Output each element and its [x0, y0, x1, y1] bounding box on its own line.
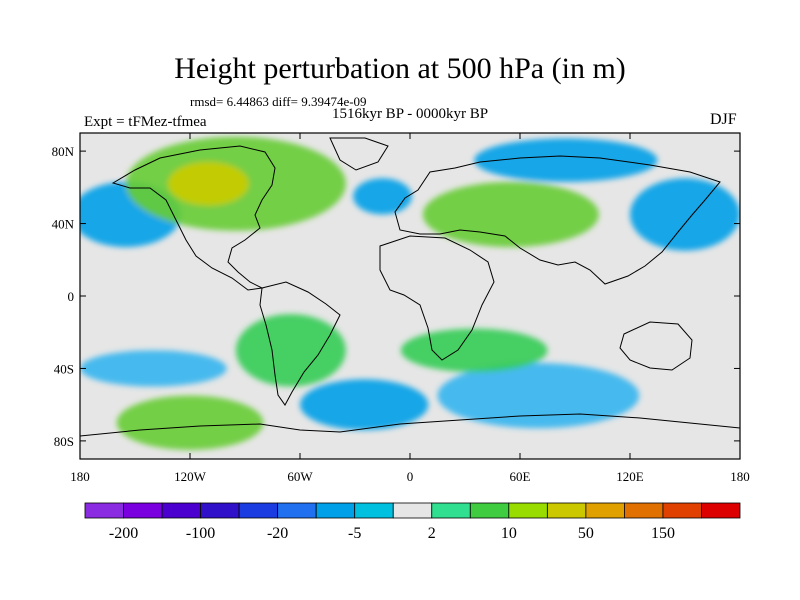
contour-region-west-pacific-low [630, 178, 740, 251]
colorbar-swatch [624, 502, 664, 519]
colorbar-label: 150 [651, 525, 675, 542]
x-tick-label: 0 [407, 469, 414, 484]
coastline-australia [619, 321, 693, 371]
stats-line: rmsd= 6.44863 diff= 9.39474e-09 [190, 94, 367, 109]
contour-region-north-atlantic-low [353, 178, 412, 215]
contour-region-south-indian-high [400, 328, 548, 373]
contour-region-eurasia-high [422, 181, 599, 248]
colorbar-label: -5 [348, 525, 361, 542]
colorbar-swatch [392, 502, 433, 519]
coastline-africa [379, 235, 495, 361]
coastline-eurasia [394, 155, 721, 285]
colorbar-label: -20 [267, 525, 288, 542]
colorbar-swatch [315, 502, 356, 519]
colorbar-swatch [238, 502, 279, 519]
colorbar-label: 50 [578, 525, 594, 542]
colorbar-swatch [161, 502, 201, 519]
axis-ticks: 180 120W 60W 0 60E 120E 180 80N 40N 0 40S 80S [52, 133, 750, 484]
colorbar-swatch [354, 502, 394, 519]
contour-region-southeast-pacific-high [116, 395, 264, 450]
colorbar-swatch [508, 502, 548, 519]
y-tick-label: 40S [54, 361, 74, 376]
x-tick-label: 180 [70, 469, 90, 484]
experiment-label: Expt = tFMez-tfmea [84, 114, 207, 130]
colorbar-label: -200 [109, 525, 138, 542]
colorbar-label: 10 [501, 525, 517, 542]
colorbar-label: -100 [186, 525, 215, 542]
contour-fill-layer [80, 136, 740, 450]
colorbar-label: 2 [428, 525, 436, 542]
coastline-south-america [259, 281, 341, 406]
colorbar-swatch [546, 502, 587, 519]
colorbar-swatch [123, 502, 163, 519]
colorbar-swatch [701, 502, 741, 519]
contour-region-indian-ocean-low [437, 363, 640, 429]
colorbar-swatch [200, 502, 240, 519]
coastlines [80, 137, 740, 437]
y-tick-label: 80N [52, 144, 75, 159]
coastline-greenland [329, 137, 389, 171]
colorbar-swatch [469, 502, 510, 519]
coastline-antarctica [80, 413, 740, 437]
x-tick-label: 60E [510, 469, 531, 484]
x-tick-label: 60W [287, 469, 313, 484]
period-label: 1516kyr BP - 0000kyr BP [331, 106, 489, 122]
colorbar-swatch [585, 502, 625, 519]
x-tick-label: 180 [730, 469, 750, 484]
contour-region-south-pacific-low [80, 350, 227, 387]
season-label: DJF [710, 111, 737, 128]
x-tick-label: 120E [616, 469, 644, 484]
colorbar-swatch [662, 502, 702, 519]
colorbar-swatch [277, 502, 317, 519]
contour-region-south-atlantic-low [300, 379, 429, 431]
colorbar-swatch [84, 502, 124, 519]
y-tick-label: 80S [54, 434, 74, 449]
page-title: Height perturbation at 500 hPa (in m) [174, 52, 626, 85]
contour-region-south-america-high [235, 314, 346, 387]
colorbar-swatch [431, 502, 471, 519]
contour-region-siberia-low [474, 138, 658, 182]
colorbar: -200 -100 -20 -5 2 10 50 150 [84, 502, 741, 542]
y-tick-label: 40N [52, 217, 75, 232]
y-tick-label: 0 [68, 289, 75, 304]
contour-region-canada-peak [168, 161, 249, 206]
x-tick-label: 120W [174, 469, 207, 484]
coastline-north-america [111, 145, 276, 291]
